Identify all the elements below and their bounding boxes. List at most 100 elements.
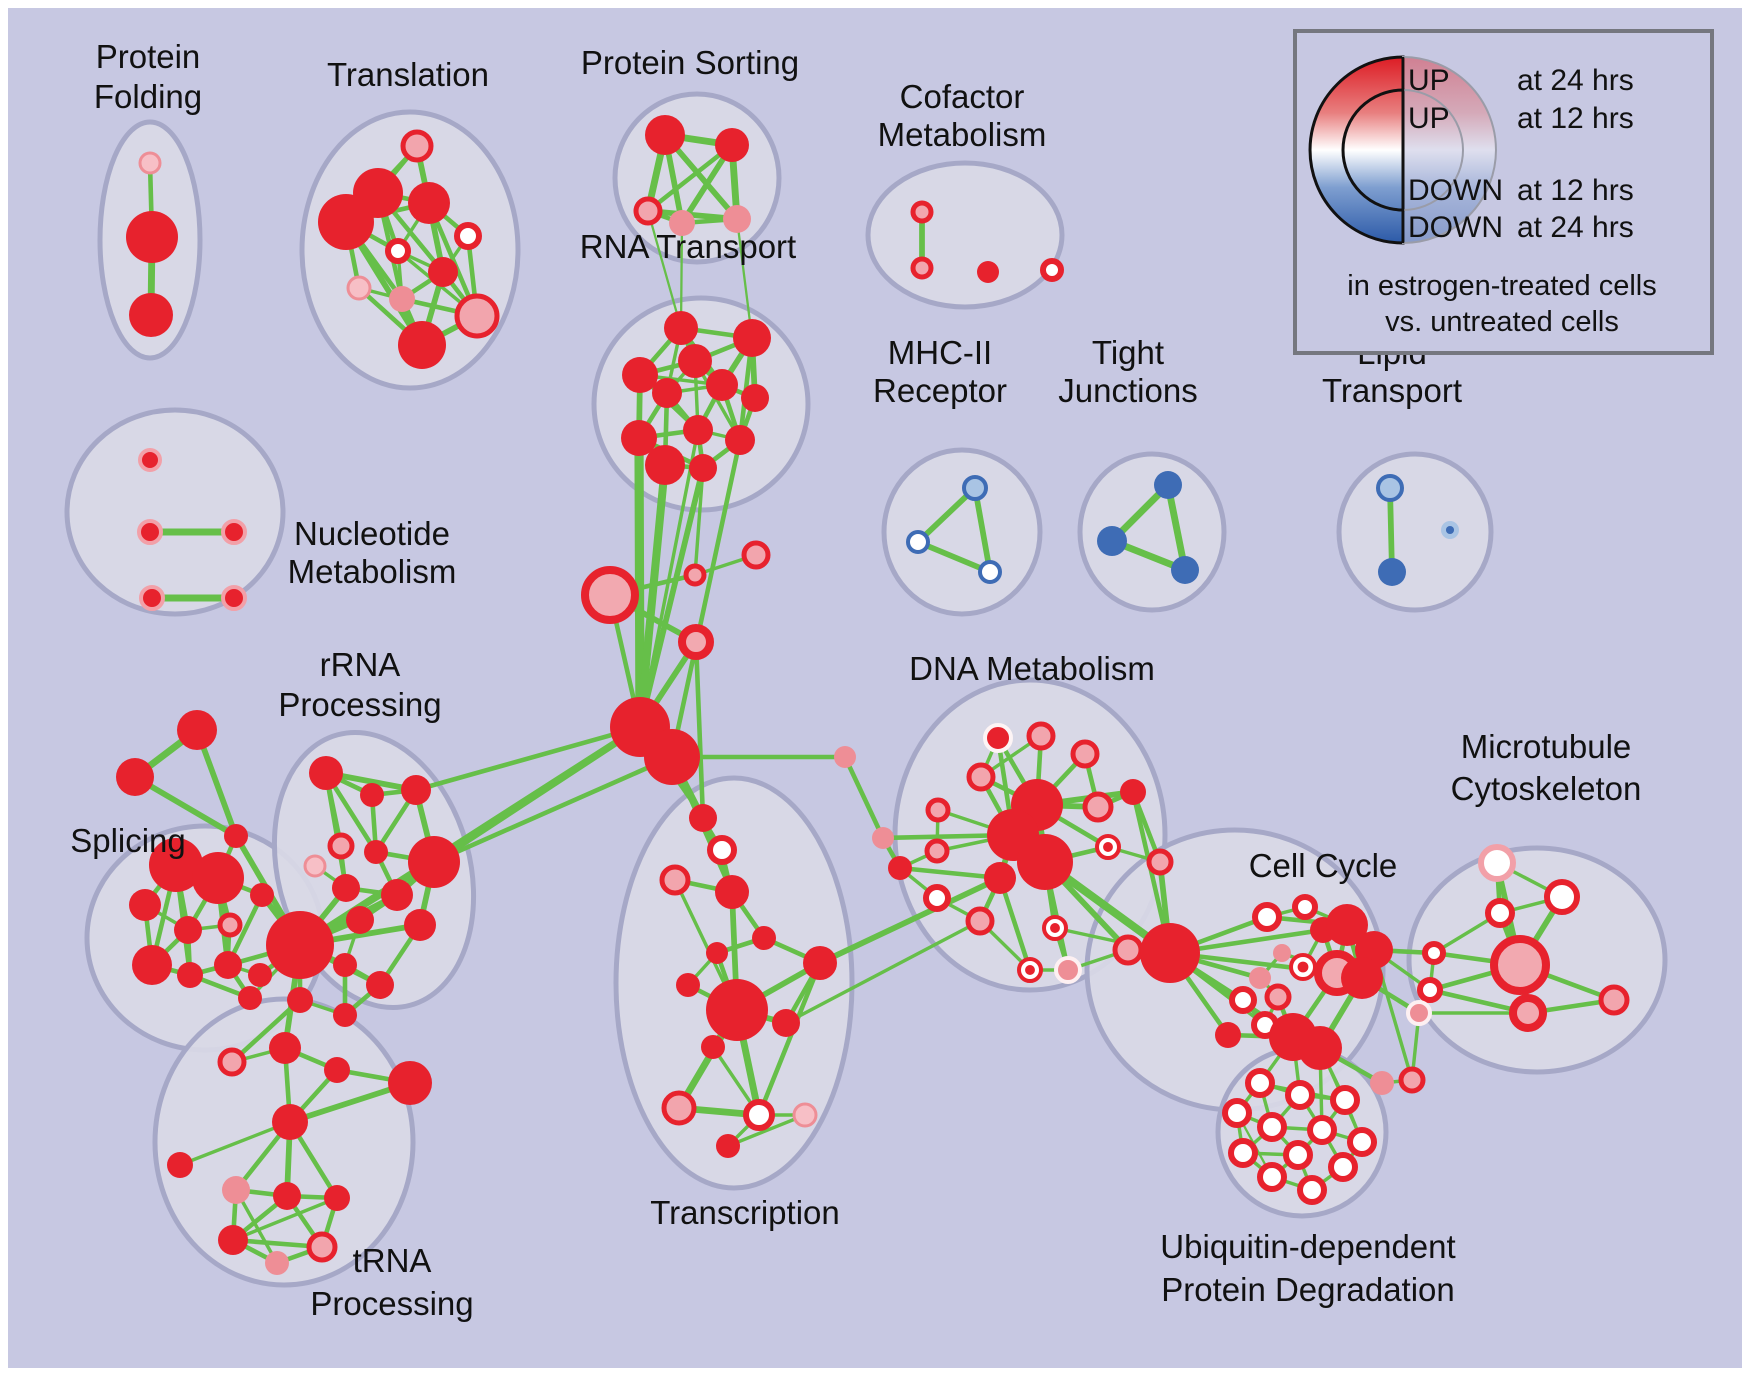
node-n0 bbox=[217, 1047, 247, 1077]
edge-h0-h2 bbox=[972, 485, 993, 575]
node-t8 bbox=[389, 286, 415, 312]
node-d12 bbox=[1120, 779, 1146, 805]
node-n8 bbox=[324, 1185, 350, 1211]
node-k17 bbox=[1370, 1071, 1394, 1095]
node-nm2 bbox=[221, 519, 247, 545]
node-n2 bbox=[324, 1057, 350, 1083]
cluster-label-mhc-ii-receptor-line2: Receptor bbox=[873, 372, 1007, 409]
node-k7 bbox=[1249, 967, 1271, 989]
node-d11 bbox=[1082, 791, 1114, 823]
node-x0 bbox=[689, 804, 717, 832]
node-x1 bbox=[707, 835, 737, 865]
node-d4 bbox=[925, 797, 951, 823]
edge-cp0-d5 bbox=[842, 754, 886, 841]
node-r0 bbox=[664, 311, 698, 345]
node-k15 bbox=[1298, 1026, 1342, 1070]
node-n11 bbox=[265, 1251, 289, 1275]
node-x4 bbox=[752, 926, 776, 950]
node-pf0 bbox=[138, 151, 162, 175]
node-d9 bbox=[1017, 834, 1073, 890]
node-q8 bbox=[381, 879, 413, 911]
legend-circle-inner-right bbox=[1402, 88, 1464, 212]
node-u10 bbox=[1328, 1152, 1358, 1182]
cluster-mhc-ii-receptor-ellipse bbox=[881, 447, 1043, 617]
node-c2 bbox=[977, 261, 999, 283]
node-q15 bbox=[333, 1003, 357, 1027]
node-r4 bbox=[652, 378, 682, 408]
node-r11 bbox=[689, 454, 717, 482]
node-d15 bbox=[965, 906, 995, 936]
cluster-label-cofactor-metabolism-line2: Metabolism bbox=[878, 116, 1047, 153]
cluster-label-nucleotide-metabolism-line2: Metabolism bbox=[288, 553, 457, 590]
node-h1 bbox=[906, 530, 930, 554]
node-t5 bbox=[385, 238, 411, 264]
node-r9 bbox=[725, 425, 755, 455]
node-nm1 bbox=[137, 519, 163, 545]
cluster-label-protein-folding-line1: Protein bbox=[96, 38, 201, 75]
node-n3 bbox=[388, 1061, 432, 1105]
node-p4 bbox=[723, 205, 751, 233]
node-q0 bbox=[309, 756, 343, 790]
node-p0 bbox=[645, 115, 685, 155]
node-h2 bbox=[978, 560, 1002, 584]
edge-r7-m4 bbox=[638, 428, 700, 729]
legend-circle-outer-right bbox=[1402, 55, 1497, 245]
node-x11 bbox=[661, 1090, 697, 1126]
edge-r10-m4 bbox=[635, 460, 670, 732]
legend-direction-4: DOWN bbox=[1408, 211, 1503, 244]
node-sp4 bbox=[217, 912, 243, 938]
cluster-cofactor-metabolism-ellipse bbox=[865, 160, 1065, 310]
edge-s1-s2 bbox=[132, 774, 239, 839]
node-j2 bbox=[1171, 556, 1199, 584]
node-x3 bbox=[715, 875, 749, 909]
cluster-nucleotide-metabolism-ellipse bbox=[64, 407, 286, 617]
node-u7 bbox=[1228, 1138, 1258, 1168]
node-q13 bbox=[366, 971, 394, 999]
node-d14 bbox=[1146, 848, 1174, 876]
node-d3 bbox=[966, 762, 996, 792]
cluster-label-cell-cycle: Cell Cycle bbox=[1249, 847, 1398, 884]
cluster-label-rna-transport: RNA Transport bbox=[580, 228, 796, 265]
node-n7 bbox=[273, 1182, 301, 1210]
node-q9 bbox=[346, 906, 374, 934]
node-n6 bbox=[222, 1176, 250, 1204]
node-pf2 bbox=[129, 293, 173, 337]
node-g3 bbox=[1490, 935, 1550, 995]
node-q14 bbox=[287, 987, 313, 1013]
node-u9 bbox=[1257, 1162, 1287, 1192]
node-sp1 bbox=[192, 852, 244, 904]
node-s0 bbox=[177, 710, 217, 750]
node-x6 bbox=[676, 973, 700, 997]
node-c0 bbox=[910, 200, 934, 224]
legend-circle-outer-left bbox=[1308, 55, 1405, 245]
node-q10 bbox=[266, 911, 334, 979]
edge-p2-p4 bbox=[645, 208, 740, 222]
node-m2 bbox=[741, 540, 771, 570]
edge-h0-h1 bbox=[915, 485, 978, 545]
edge-x13-x14 bbox=[726, 1113, 807, 1148]
node-t9 bbox=[454, 293, 500, 339]
cluster-label-dna-metabolism: DNA Metabolism bbox=[909, 650, 1155, 687]
node-q11 bbox=[404, 909, 436, 941]
node-sp0 bbox=[149, 838, 203, 892]
node-q16 bbox=[248, 963, 272, 987]
legend: UP at 24 hrs UP at 12 hrs DOWN at 12 hrs DOWN a… bbox=[1293, 29, 1714, 355]
cluster-label-lipid-transport-line2: Transport bbox=[1322, 372, 1462, 409]
edge-p2-r0 bbox=[646, 209, 683, 330]
cluster-label-cofactor-metabolism-line1: Cofactor bbox=[900, 78, 1025, 115]
node-l2 bbox=[1378, 558, 1406, 586]
cluster-label-nucleotide-metabolism-line1: Nucleotide bbox=[294, 515, 450, 552]
legend-direction-1: UP bbox=[1408, 64, 1450, 97]
node-t10 bbox=[398, 321, 446, 369]
node-m5 bbox=[644, 729, 700, 785]
legend-circle-inner-left bbox=[1341, 88, 1405, 212]
edge-r11-m4 bbox=[637, 465, 706, 730]
node-k18 bbox=[1398, 1066, 1426, 1094]
cluster-label-trna-processing-line2: Processing bbox=[310, 1285, 473, 1322]
node-p3 bbox=[669, 210, 695, 236]
node-sp7 bbox=[214, 951, 242, 979]
cluster-label-trna-processing-line1: tRNA bbox=[353, 1242, 432, 1279]
node-x7 bbox=[706, 979, 768, 1041]
node-p2 bbox=[633, 196, 663, 226]
